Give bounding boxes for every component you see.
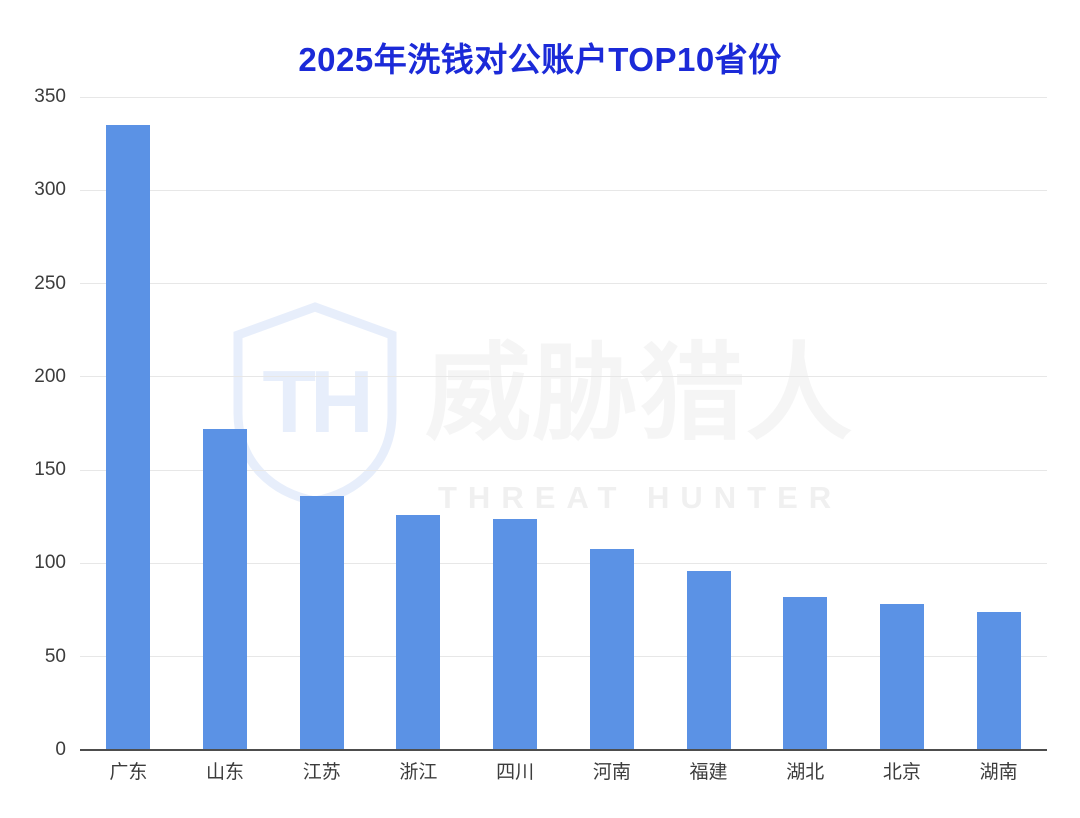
bar-北京 xyxy=(879,604,924,750)
y-tick-label-200: 200 xyxy=(34,365,66,387)
x-tick-label-四川: 四川 xyxy=(496,762,535,783)
y-tick-label-50: 50 xyxy=(44,645,66,667)
y-tick-label-300: 300 xyxy=(34,179,66,201)
y-tick-label-350: 350 xyxy=(34,86,66,107)
plot-area xyxy=(80,96,1047,751)
bar-河南 xyxy=(589,548,634,750)
x-tick-label-湖南: 湖南 xyxy=(979,762,1018,783)
x-tick-label-江苏: 江苏 xyxy=(302,762,341,783)
x-tick-label-山东: 山东 xyxy=(206,762,245,783)
bar-福建 xyxy=(686,570,731,750)
x-axis-line xyxy=(80,749,1047,751)
y-tick-label-0: 0 xyxy=(55,739,66,760)
bar-四川 xyxy=(493,518,538,750)
bar-湖南 xyxy=(976,611,1021,750)
gridline-300 xyxy=(80,189,1047,191)
x-tick-label-广东: 广东 xyxy=(109,762,148,783)
gridline-350 xyxy=(80,96,1047,98)
x-tick-label-湖北: 湖北 xyxy=(786,762,825,783)
bar-江苏 xyxy=(299,496,344,750)
x-tick-label-河南: 河南 xyxy=(592,762,631,783)
gridline-250 xyxy=(80,283,1047,285)
bar-山东 xyxy=(203,429,248,750)
gridline-150 xyxy=(80,469,1047,471)
bar-浙江 xyxy=(396,514,441,750)
gridline-200 xyxy=(80,376,1047,378)
chart-title: 2025年洗钱对公账户TOP10省份 xyxy=(298,41,782,78)
y-tick-label-250: 250 xyxy=(34,272,66,294)
bar-广东 xyxy=(106,125,151,750)
gridline-100 xyxy=(80,562,1047,564)
x-tick-label-福建: 福建 xyxy=(689,762,728,783)
x-tick-label-北京: 北京 xyxy=(882,762,921,783)
gridline-50 xyxy=(80,656,1047,658)
y-tick-label-150: 150 xyxy=(34,459,66,481)
bar-湖北 xyxy=(783,597,828,750)
y-tick-label-100: 100 xyxy=(34,552,66,574)
x-tick-label-浙江: 浙江 xyxy=(399,762,438,783)
